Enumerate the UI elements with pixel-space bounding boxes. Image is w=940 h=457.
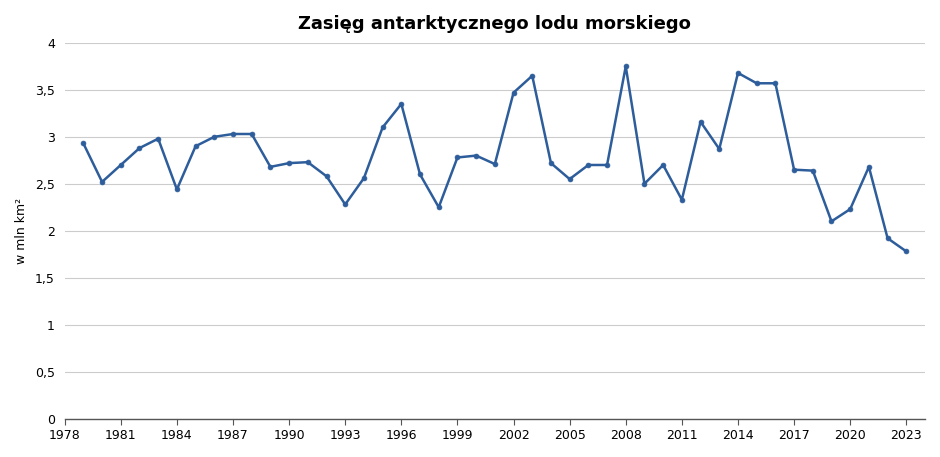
- Y-axis label: w mln km²: w mln km²: [15, 198, 28, 264]
- Title: Zasięg antarktycznego lodu morskiego: Zasięg antarktycznego lodu morskiego: [298, 15, 691, 33]
